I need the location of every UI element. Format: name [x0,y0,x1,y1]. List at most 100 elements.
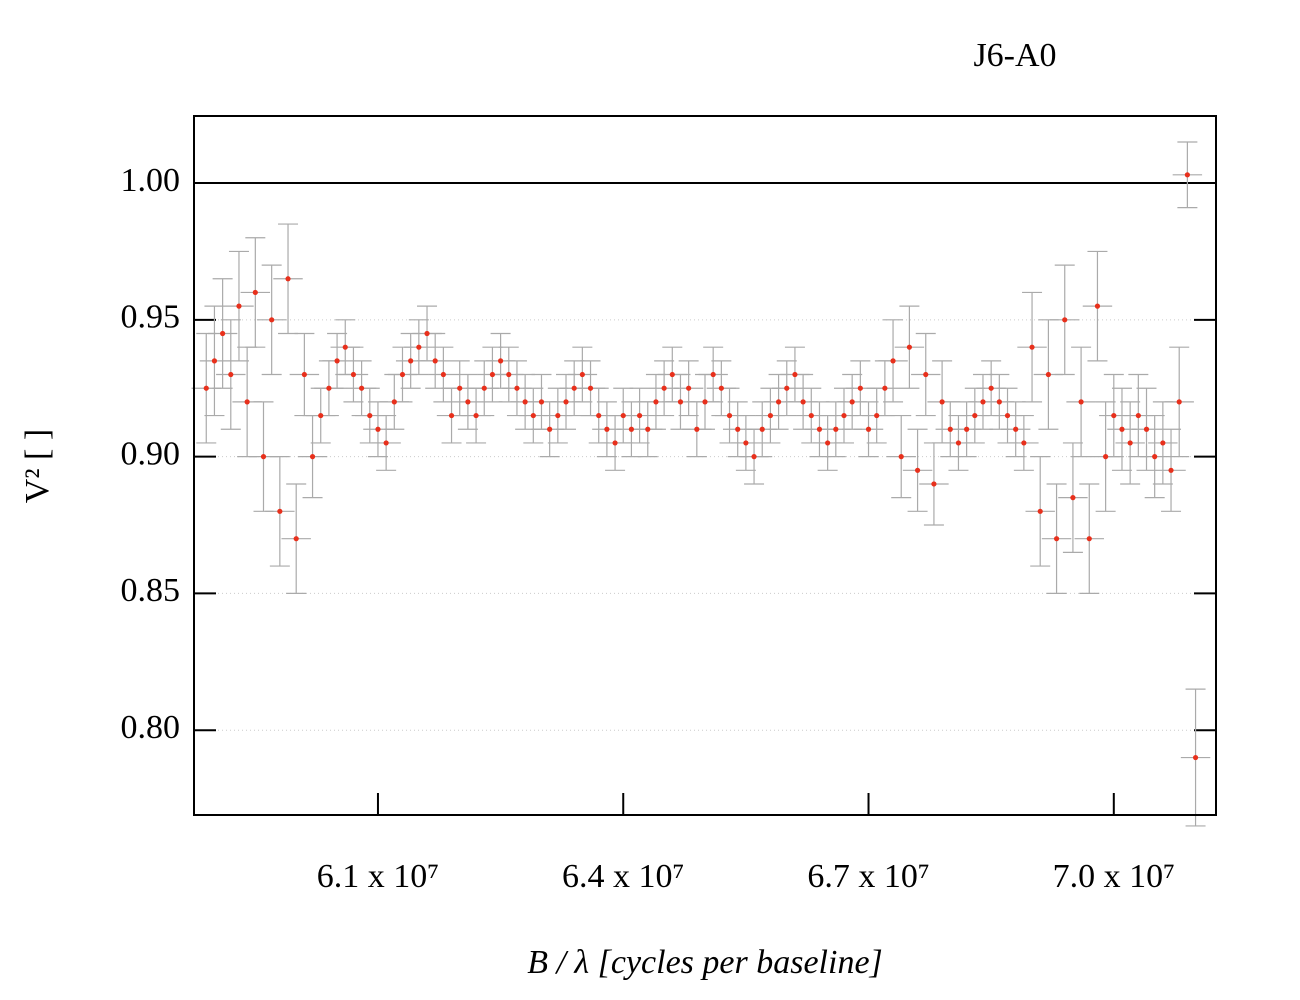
data-point [833,426,839,432]
data-point [735,426,741,432]
data-point [890,358,896,364]
data-point [489,371,496,378]
data-point [1086,536,1092,542]
x-tick-label: 6.7 x 10⁷ [807,858,929,895]
data-point [874,412,880,419]
data-point [587,385,594,391]
data-point [1184,172,1190,178]
data-point [326,385,332,391]
data-point [1004,412,1011,419]
data-point [784,385,790,391]
data-point [514,385,520,391]
data-point [767,412,774,419]
x-tick-label: 6.4 x 10⁷ [562,858,684,895]
data-point [898,454,904,460]
x-tick-label: 7.0 x 10⁷ [1053,858,1175,895]
data-point [726,412,733,419]
y-tick-label: 0.95 [121,299,181,336]
data-point [669,371,675,378]
data-point [661,385,667,391]
data-point [636,412,643,419]
data-point [555,412,561,419]
y-tick-label: 0.90 [121,435,181,472]
data-point [857,385,863,391]
data-point [301,371,307,378]
y-tick-label: 0.80 [121,709,181,746]
data-point [906,344,913,350]
data-point [318,412,324,419]
data-point [424,330,430,337]
data-point [342,344,348,350]
data-point [448,412,455,419]
data-point [1013,426,1019,432]
data-point [1062,317,1068,323]
data-point [686,385,692,391]
y-tick-label: 0.85 [121,572,181,609]
data-point [563,399,569,405]
data-point [465,399,471,405]
data-point [391,399,397,405]
data-point [1070,495,1076,501]
data-point [808,412,814,419]
data-point [955,440,962,446]
data-point [1111,412,1117,419]
data-point [988,385,994,391]
data-point [947,426,953,432]
data-point [1168,467,1174,473]
data-point [530,412,536,419]
data-point [228,371,234,378]
data-point [653,399,659,405]
data-point [236,303,242,309]
data-point [285,276,291,282]
data-point [1103,454,1109,460]
data-point [1135,412,1141,419]
data-point [375,426,381,432]
data-point [1127,440,1133,446]
data-point [604,426,610,432]
data-point [350,371,357,378]
data-point [996,399,1002,405]
data-point [816,426,823,432]
y-axis-label: V² [ ] [19,429,56,503]
data-point [277,508,283,514]
x-axis-label: B / λ [cycles per baseline] [527,944,883,981]
data-point [1078,399,1084,405]
data-point [759,426,765,432]
data-point [628,426,635,432]
data-point [211,358,218,364]
data-point [1152,454,1158,460]
data-point [498,358,504,364]
data-point [792,371,798,378]
data-point [547,426,553,432]
data-point [399,371,406,378]
data-point [865,426,872,432]
data-point [538,399,545,405]
data-point [571,385,577,391]
data-point [825,440,831,446]
data-point [1192,754,1199,761]
data-point [309,454,316,460]
data-point [367,412,373,419]
data-point [939,399,945,405]
data-point [1021,440,1027,446]
data-point [710,371,716,378]
data-point [473,412,479,419]
data-point [743,440,749,446]
data-point [579,371,585,378]
data-point [244,399,250,405]
data-point [923,371,929,378]
data-point [1143,426,1150,432]
data-point [677,399,684,405]
data-point [882,385,888,391]
data-point [457,385,463,391]
data-point [416,344,422,350]
data-point [1119,426,1125,432]
plot-frame [193,115,1217,816]
data-point [203,385,209,391]
data-point [359,385,365,391]
data-point [481,385,487,391]
data-point [849,399,855,405]
data-point [383,440,389,446]
data-point [252,289,258,296]
